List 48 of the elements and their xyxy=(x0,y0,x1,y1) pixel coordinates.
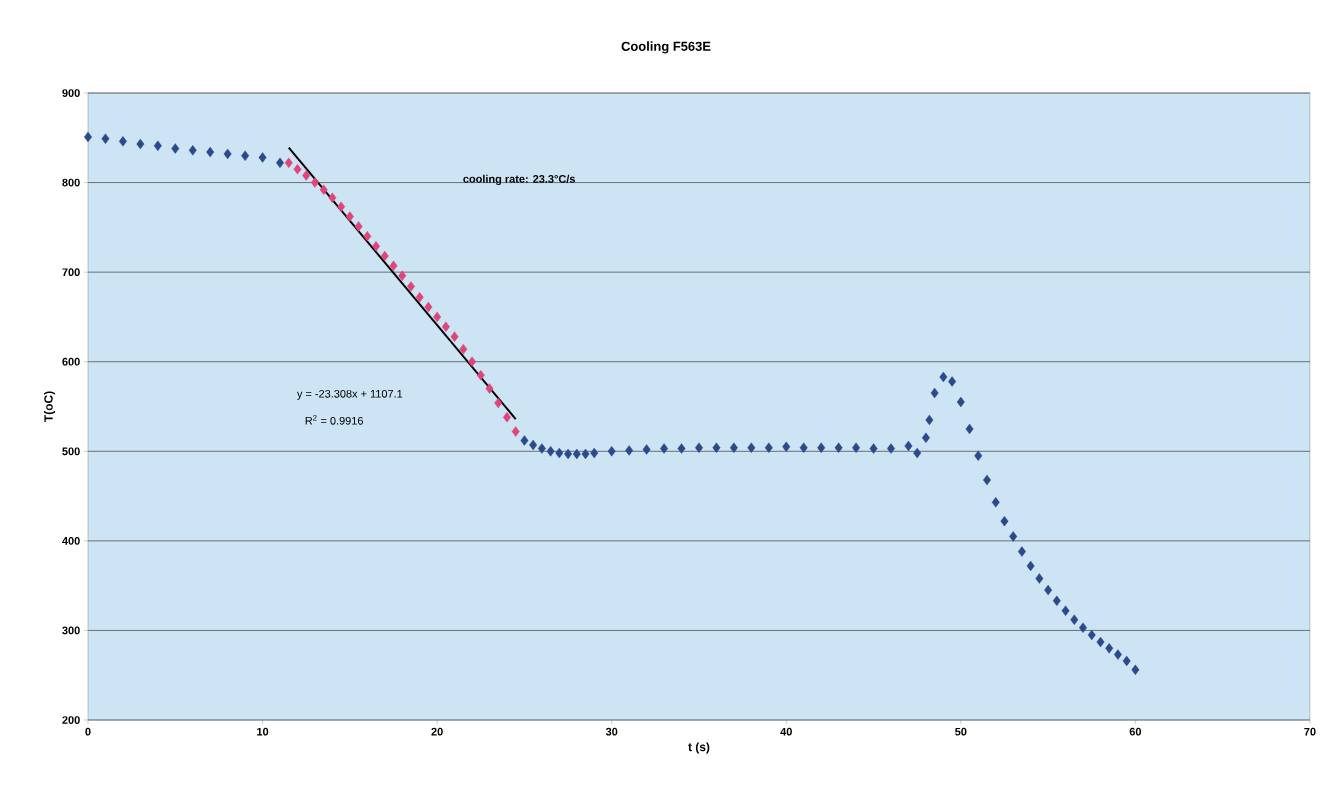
x-tick-label: 70 xyxy=(1304,727,1316,736)
x-tick-label: 20 xyxy=(431,727,443,736)
y-tick-label: 900 xyxy=(62,89,80,97)
y-axis-title: T(oC) xyxy=(43,391,56,422)
point xyxy=(310,177,319,188)
point xyxy=(415,292,424,303)
point xyxy=(302,170,311,181)
point xyxy=(433,311,442,323)
point xyxy=(293,163,302,175)
point xyxy=(389,260,398,272)
point xyxy=(485,383,494,394)
point xyxy=(476,369,485,381)
annotation: R$^{2}$ = 0.9916 xyxy=(305,415,363,425)
annotation: cooling rate: 23.3°C/s xyxy=(463,174,576,186)
point xyxy=(380,250,389,262)
y-tick-label: 800 xyxy=(62,178,80,187)
x-tick-label: 10 xyxy=(257,727,269,736)
point xyxy=(424,301,433,313)
point xyxy=(459,343,468,355)
point xyxy=(354,221,363,232)
point xyxy=(319,184,328,195)
x-tick-label: 30 xyxy=(605,727,618,736)
point xyxy=(363,231,372,242)
y-tick-label: 600 xyxy=(62,357,80,366)
chart-title: Cooling F563E xyxy=(621,41,711,54)
y-tick-label: 200 xyxy=(62,716,80,724)
point xyxy=(407,281,415,292)
y-tick-label: 300 xyxy=(62,626,80,635)
y-tick-label: 700 xyxy=(62,268,80,277)
x-axis-title: t (s) xyxy=(688,742,710,754)
x-tick-label: 50 xyxy=(955,727,967,736)
point xyxy=(494,397,503,409)
y-tick-label: 400 xyxy=(62,536,80,545)
annotation: y = -23.308x + 1107.1 xyxy=(296,389,403,400)
point xyxy=(328,192,337,203)
y-tick-label: 500 xyxy=(62,447,80,456)
point xyxy=(503,412,511,423)
x-tick-label: 0 xyxy=(85,727,91,736)
x-tick-label: 60 xyxy=(1129,727,1142,736)
point xyxy=(450,331,459,342)
point xyxy=(511,426,520,437)
x-tick-label: 40 xyxy=(780,727,792,736)
point xyxy=(398,270,407,281)
point xyxy=(441,321,450,332)
point xyxy=(284,157,293,169)
point xyxy=(337,201,346,212)
point xyxy=(468,356,476,367)
point xyxy=(345,211,354,222)
